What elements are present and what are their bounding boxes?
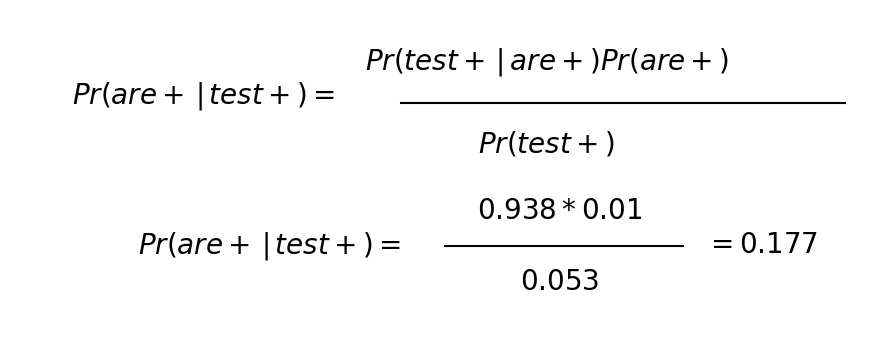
Text: $0.053$: $0.053$	[520, 269, 600, 297]
Text: $\mathit{Pr}(\mathit{are}+\,|\,\mathit{test}+) = $: $\mathit{Pr}(\mathit{are}+\,|\,\mathit{t…	[138, 229, 400, 262]
Text: $0.938 * 0.01$: $0.938 * 0.01$	[477, 198, 642, 225]
Text: $= 0.177$: $= 0.177$	[705, 232, 818, 259]
Text: $\mathit{Pr}(\mathit{are}+\,|\,\mathit{test}+) = $: $\mathit{Pr}(\mathit{are}+\,|\,\mathit{t…	[71, 80, 334, 113]
Text: $\mathit{Pr}(\mathit{test}+\,|\,\mathit{are}+)\mathit{Pr}(\mathit{are}+)$: $\mathit{Pr}(\mathit{test}+\,|\,\mathit{…	[364, 47, 729, 78]
Text: $\mathit{Pr}(\mathit{test}+)$: $\mathit{Pr}(\mathit{test}+)$	[478, 129, 615, 158]
